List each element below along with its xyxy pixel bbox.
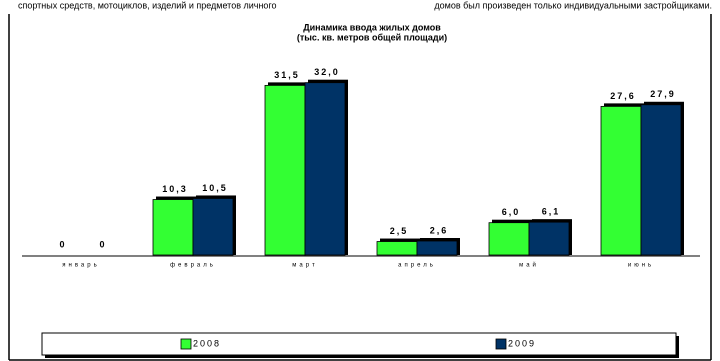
legend [41, 332, 677, 356]
value-label: 2,5 [390, 226, 409, 236]
chart-subtitle: (тыс. кв. метров общей площади) [297, 32, 447, 42]
value-label: 31,5 [274, 70, 300, 80]
value-label: 27,9 [650, 89, 676, 99]
value-label: 27,6 [610, 91, 636, 101]
document-text: домов был произведен только индивидуальн… [434, 0, 712, 10]
bar [640, 104, 682, 256]
value-label: 6,0 [502, 207, 521, 217]
bar [600, 105, 642, 256]
legend-swatch [495, 338, 507, 350]
x-tick-label: май [519, 262, 539, 269]
bar [192, 198, 234, 256]
bar [488, 222, 530, 256]
bar [376, 241, 418, 256]
value-label: 2,6 [430, 225, 449, 235]
bar [528, 221, 570, 256]
value-label: 6,1 [542, 207, 561, 217]
legend-swatch [180, 338, 192, 350]
legend-label: 2009 [508, 338, 536, 348]
value-label: 10,3 [162, 184, 188, 194]
value-label: 0 [59, 239, 66, 249]
bar [152, 199, 194, 256]
value-label: 0 [99, 239, 106, 249]
x-tick-label: февраль [170, 263, 216, 269]
x-tick-label: июнь [628, 263, 654, 269]
x-tick-label: апрель [398, 263, 436, 269]
value-label: 10,5 [202, 183, 228, 193]
bar [264, 84, 306, 256]
value-label: 32,0 [314, 67, 340, 77]
x-tick-label: март [292, 263, 317, 269]
chart-title: Динамика ввода жилых домов [303, 22, 441, 32]
legend-label: 2008 [193, 338, 221, 348]
x-tick-label: январь [62, 263, 99, 269]
bar [304, 82, 346, 256]
document-text: спортных средств, мотоциклов, изделий и … [18, 0, 277, 10]
bar [416, 240, 458, 256]
